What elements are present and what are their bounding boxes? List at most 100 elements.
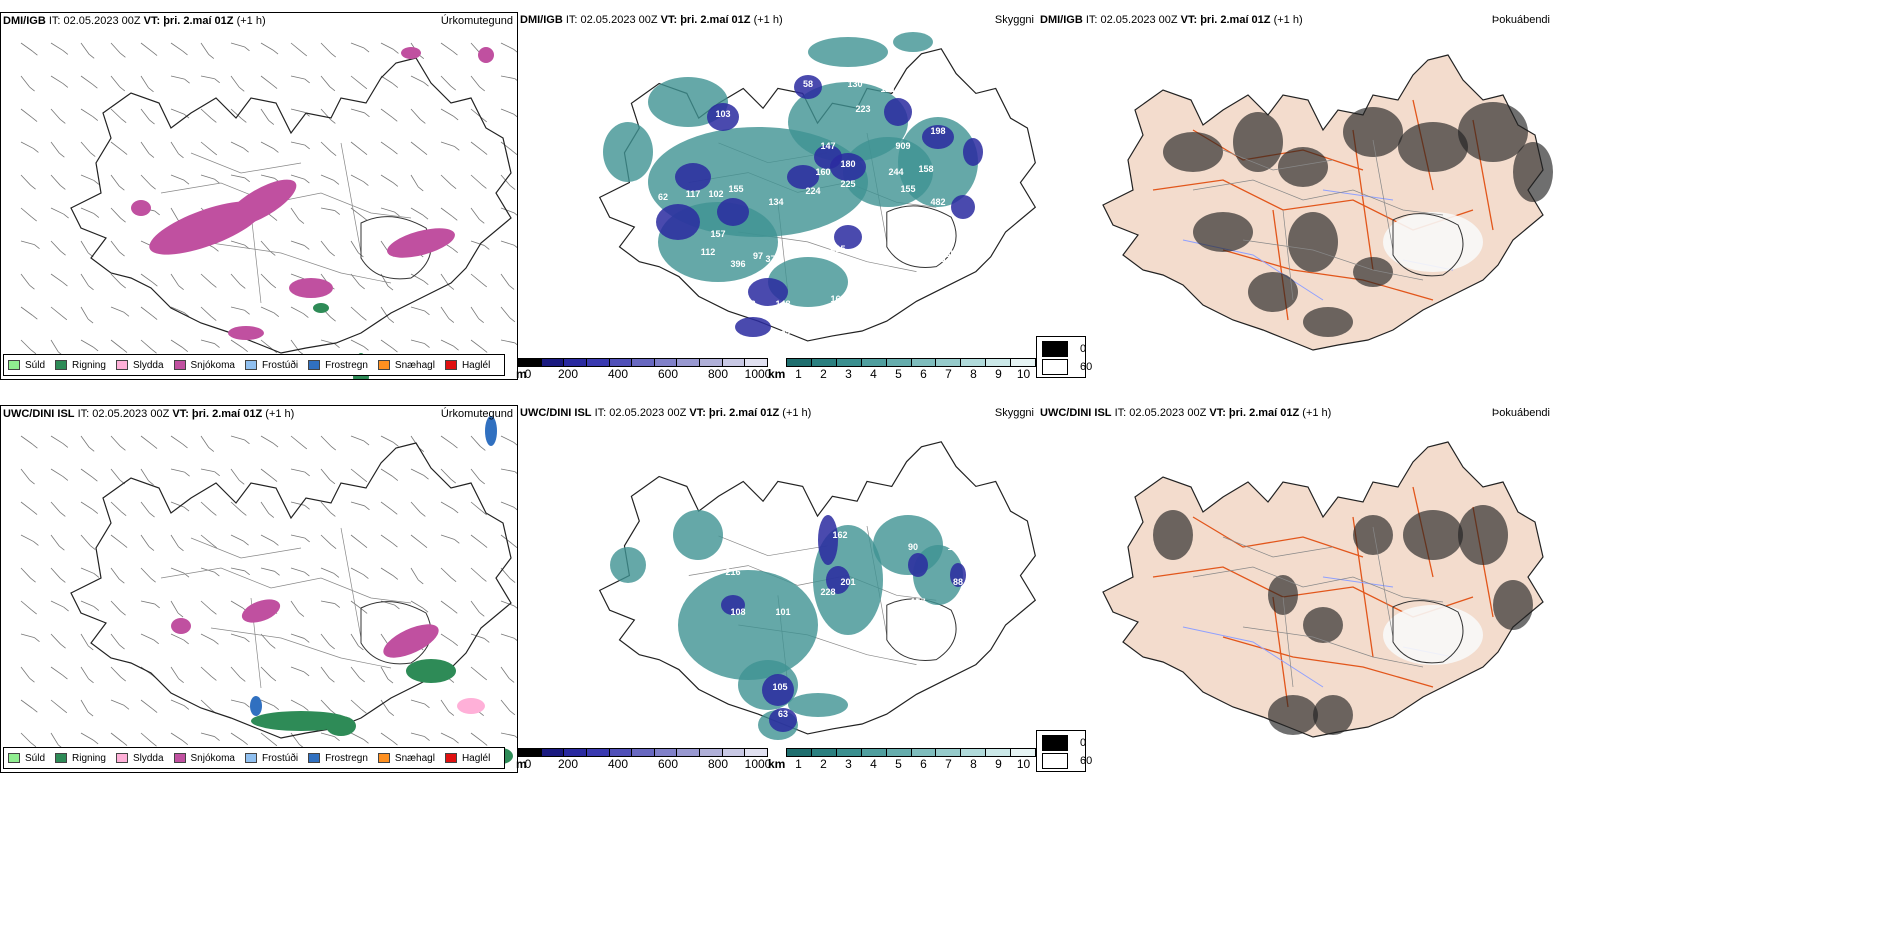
fog-index-panel-top: DMI/IGB IT: 02.05.2023 00Z VT: þri. 2.ma… bbox=[1038, 12, 1558, 362]
wind-barb bbox=[440, 633, 458, 646]
wind-barb bbox=[230, 75, 245, 92]
ceiling-value-label: 157 bbox=[910, 597, 925, 607]
ceiling-value-label: 673 bbox=[930, 254, 945, 264]
precip-area bbox=[406, 659, 456, 683]
ceiling-value-label: 73 bbox=[643, 624, 653, 634]
wind-barb bbox=[380, 699, 395, 716]
wind-barb bbox=[500, 108, 517, 118]
ceiling-value-label: 393 bbox=[900, 632, 915, 642]
precip-area bbox=[241, 599, 281, 623]
wind-barb bbox=[50, 600, 69, 612]
wind-barb bbox=[350, 468, 368, 483]
colorbar-cell bbox=[861, 749, 887, 756]
wind-barb bbox=[350, 435, 370, 446]
wind-barb bbox=[50, 207, 69, 219]
colorbar-tick: 5 bbox=[895, 757, 902, 771]
wind-barb bbox=[500, 666, 515, 683]
colorbar-cell bbox=[586, 749, 610, 756]
legend-item-freezing-drizzle: Frostúði bbox=[244, 753, 298, 764]
wind-barb bbox=[110, 273, 126, 289]
ceiling-value-label: 223 bbox=[855, 104, 870, 114]
wind-barb bbox=[200, 732, 220, 741]
wind-barb bbox=[80, 567, 100, 578]
colorbar-cell bbox=[632, 359, 655, 366]
wind-barb bbox=[320, 699, 336, 715]
precip-area bbox=[289, 278, 333, 298]
colorbar-cell bbox=[586, 359, 610, 366]
wind-barb bbox=[290, 468, 310, 477]
wind-barb bbox=[440, 273, 455, 290]
panel-title: UWC/DINI ISL IT: 02.05.2023 00Z VT: þri.… bbox=[3, 408, 295, 420]
wind-barb bbox=[140, 567, 156, 583]
wind-barb bbox=[410, 306, 430, 316]
wind-barb bbox=[110, 732, 128, 746]
wind-barb bbox=[470, 207, 485, 224]
low-ceiling-area bbox=[922, 125, 954, 149]
colorbar-unit: km bbox=[768, 757, 786, 771]
panel-name: Úrkomutegund bbox=[440, 408, 513, 420]
wind-barb bbox=[200, 339, 220, 348]
colorbar-tick: 10 bbox=[1016, 367, 1031, 381]
colorbar-cell bbox=[700, 749, 723, 756]
fog-high-area bbox=[1153, 510, 1193, 560]
legend-item-freezing-drizzle: Frostúði bbox=[244, 360, 298, 371]
wind-barb bbox=[350, 339, 369, 351]
colorbar-tick: 10 bbox=[1016, 757, 1031, 771]
legend-item-snow: Snjókoma bbox=[173, 753, 235, 764]
wind-barb bbox=[410, 732, 430, 741]
wind-barb bbox=[50, 42, 69, 55]
fog-high-area bbox=[1513, 142, 1553, 202]
wind-barb bbox=[410, 174, 424, 192]
wind-barb bbox=[170, 42, 188, 56]
low-ceiling-area bbox=[787, 165, 819, 189]
wind-barb bbox=[140, 600, 160, 609]
wind-barb bbox=[320, 501, 336, 517]
wind-barb bbox=[50, 108, 66, 124]
wind-barb bbox=[380, 468, 399, 481]
ceiling-value-label: 228 bbox=[820, 587, 835, 597]
wind-barb bbox=[410, 567, 424, 585]
colorbar-cell bbox=[836, 359, 862, 366]
wind-barb bbox=[50, 306, 68, 321]
wind-barb bbox=[170, 732, 188, 745]
wind-barb bbox=[20, 240, 40, 249]
fog-index-map bbox=[1038, 12, 1553, 362]
wind-barb bbox=[110, 306, 130, 317]
wind-barb bbox=[380, 501, 398, 515]
wind-barb bbox=[140, 75, 154, 93]
ceiling-value-label: 148 bbox=[775, 299, 790, 309]
low-ceiling-area bbox=[834, 225, 862, 249]
wind-barb bbox=[170, 339, 188, 352]
wind-barb bbox=[170, 633, 189, 645]
wind-barb bbox=[200, 174, 220, 184]
wind-barb bbox=[80, 273, 94, 291]
wind-barb bbox=[320, 600, 341, 608]
colorbar-tick: 600 bbox=[657, 757, 679, 771]
colorbar-cell bbox=[986, 749, 1012, 756]
wind-barb bbox=[470, 273, 488, 288]
wind-barb bbox=[440, 339, 459, 351]
colorbar-tick: 3 bbox=[845, 757, 852, 771]
ceiling-value-label: 415 bbox=[830, 244, 845, 254]
legend-item-snow: Snjókoma bbox=[173, 360, 235, 371]
wind-barb bbox=[110, 435, 126, 451]
wind-barb bbox=[290, 699, 309, 711]
colorbar-unit: km bbox=[768, 367, 786, 381]
wind-barb bbox=[260, 633, 276, 649]
fog-legend-item: 0 bbox=[1042, 735, 1086, 751]
wind-barb bbox=[200, 600, 217, 615]
ceiling-value-label: 909 bbox=[895, 141, 910, 151]
colorbar-tick: 1 bbox=[795, 757, 802, 771]
colorbar-cell bbox=[787, 749, 812, 756]
low-ceiling-area bbox=[818, 515, 838, 565]
panel-title: DMI/IGB IT: 02.05.2023 00Z VT: þri. 2.ma… bbox=[3, 15, 266, 27]
wind-barb bbox=[440, 435, 458, 449]
colorbar-tick: 200 bbox=[557, 757, 579, 771]
wind-barb bbox=[110, 501, 127, 516]
low-visibility-area bbox=[893, 32, 933, 52]
fog-low-area bbox=[1383, 212, 1483, 272]
wind-barb bbox=[230, 732, 248, 746]
ceiling-value-label: 102 bbox=[708, 189, 723, 199]
wind-barb bbox=[260, 501, 275, 518]
wind-barb bbox=[260, 732, 278, 747]
